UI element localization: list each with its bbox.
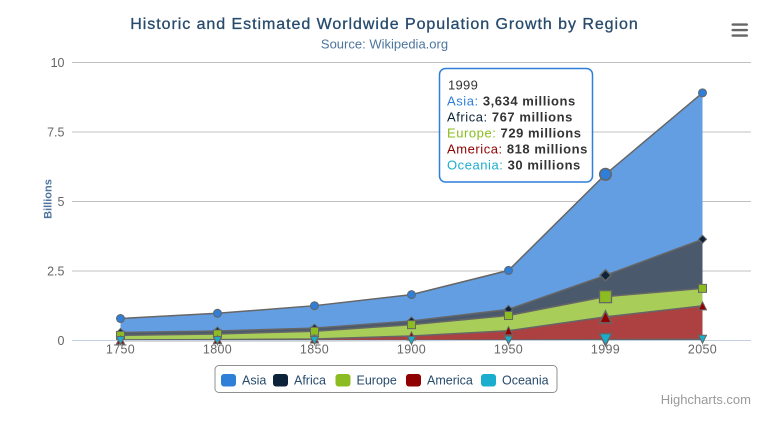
svg-text:Asia: 3,634 millions: Asia: 3,634 millions: [447, 94, 576, 109]
svg-text:Asia: Asia: [242, 374, 266, 388]
svg-text:Oceania: Oceania: [502, 374, 549, 388]
svg-text:Highcharts.com: Highcharts.com: [661, 392, 751, 407]
svg-text:Africa: Africa: [294, 374, 326, 388]
svg-text:0: 0: [58, 334, 65, 348]
svg-text:7.5: 7.5: [47, 126, 64, 140]
svg-text:1750: 1750: [106, 343, 135, 357]
svg-text:Africa: 767 millions: Africa: 767 millions: [447, 110, 573, 125]
svg-text:Source: Wikipedia.org: Source: Wikipedia.org: [321, 36, 448, 51]
svg-text:1950: 1950: [494, 343, 523, 357]
svg-text:10: 10: [51, 56, 65, 70]
svg-text:1999: 1999: [448, 78, 478, 93]
svg-text:Historic and Estimated Worldwi: Historic and Estimated Worldwide Populat…: [130, 16, 638, 33]
svg-text:1900: 1900: [397, 343, 426, 357]
svg-text:Oceania: 30 millions: Oceania: 30 millions: [447, 158, 581, 173]
svg-text:Billions: Billions: [42, 179, 54, 219]
svg-text:America: America: [427, 374, 473, 388]
svg-text:Europe: Europe: [357, 374, 397, 388]
svg-text:2050: 2050: [688, 343, 717, 357]
svg-text:1999: 1999: [591, 343, 620, 357]
svg-text:Europe: 729 millions: Europe: 729 millions: [447, 126, 582, 141]
svg-text:1850: 1850: [300, 343, 329, 357]
svg-text:2.5: 2.5: [47, 265, 64, 279]
svg-text:America: 818 millions: America: 818 millions: [447, 142, 588, 157]
svg-text:5: 5: [58, 195, 65, 209]
svg-text:1800: 1800: [203, 343, 232, 357]
